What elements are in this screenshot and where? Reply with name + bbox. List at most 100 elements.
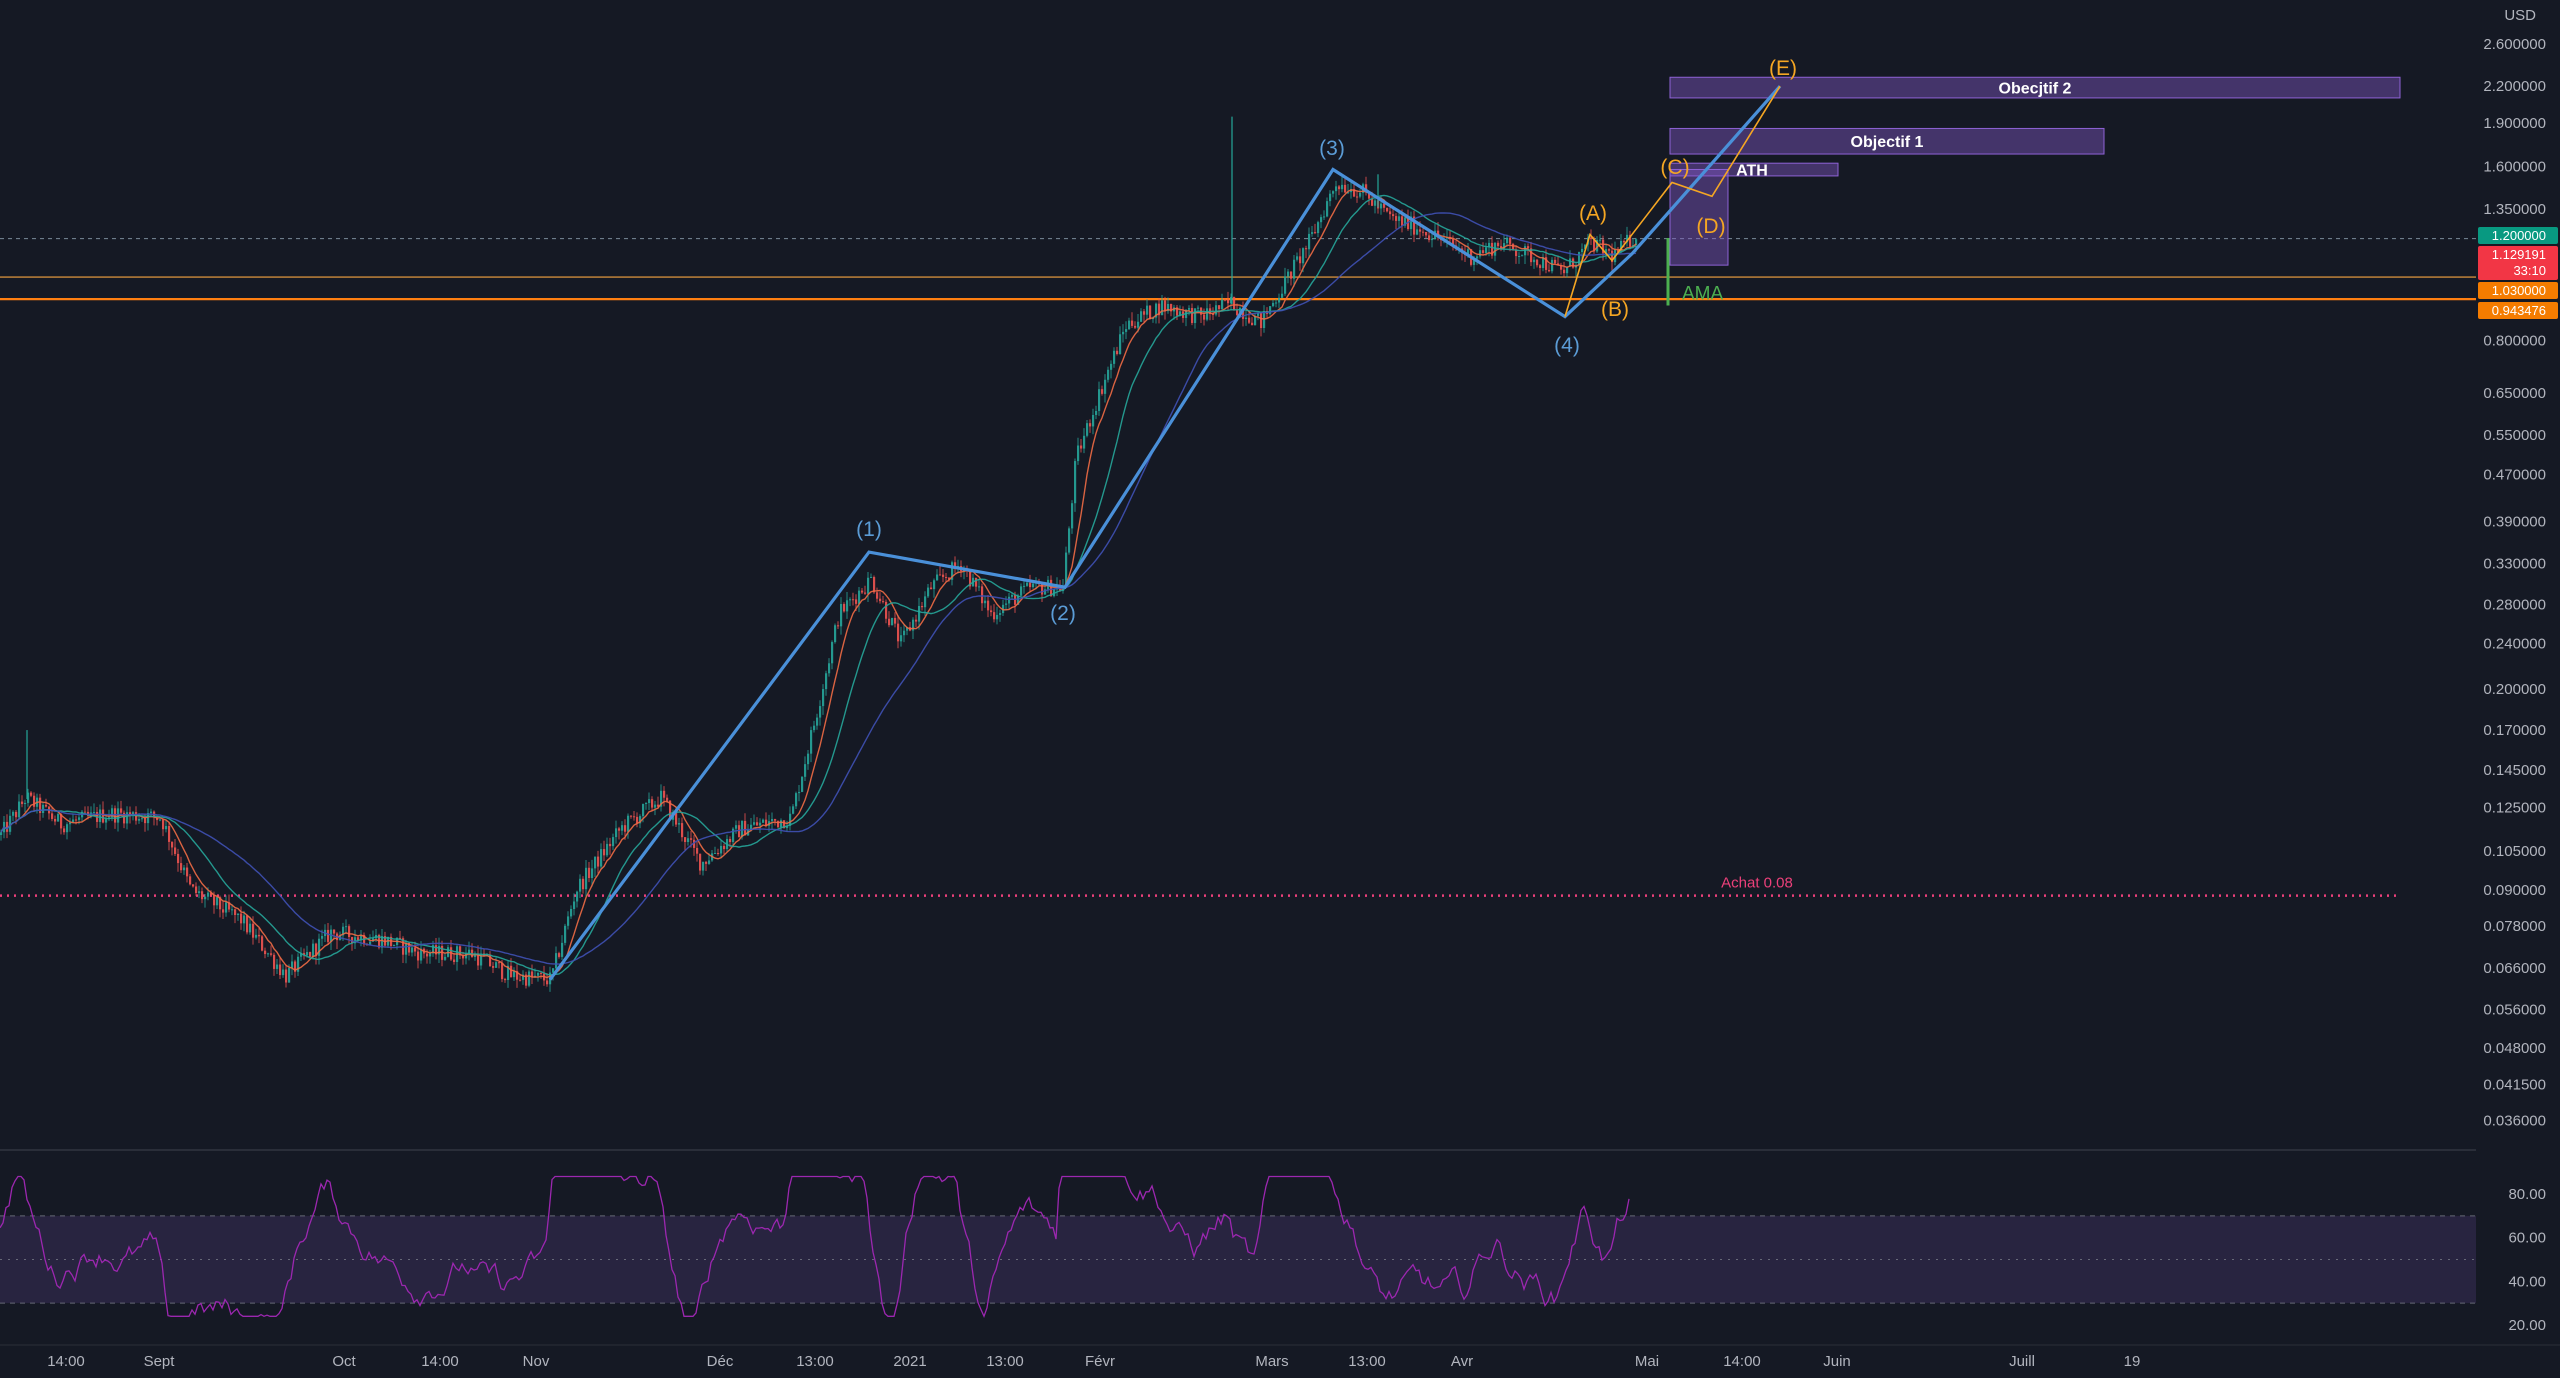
candle-body [786,825,789,829]
candle-body [906,627,909,631]
candle-body [687,838,690,843]
candle-body [1023,585,1026,587]
candle-body [1410,216,1413,230]
candle-body [807,753,810,765]
candle-body [894,617,897,624]
candle-body [591,868,594,878]
rsi-tick-3: 20.00 [2508,1317,2546,1334]
candle-body [120,808,123,813]
candle-body [1635,239,1638,246]
candle-body [279,964,282,976]
candle-body [1104,379,1107,394]
candle-body [24,802,27,805]
candle-body [1326,201,1329,217]
candle-body [144,818,147,824]
candle-body [183,867,186,871]
candle-body [315,943,318,956]
candle-body [39,797,42,813]
candle-body [936,574,939,581]
candle-body [384,936,387,946]
candle-body [1089,423,1092,427]
candle-body [432,945,435,954]
candle-body [480,953,483,966]
candle-body [522,974,525,980]
candle-body [414,947,417,952]
candle-body [78,817,81,820]
candle-body [411,947,414,953]
time-axis[interactable]: 14:00 Sept Oct 14:00 Nov Déc 13:00 2021 13:00 Fév… [0,1344,2560,1370]
price-tick-15: 0.170000 [2483,722,2546,739]
candle-body [69,822,72,825]
candle-body [1251,322,1254,326]
time-tick-15: Juin [1823,1353,1851,1370]
candle-body [12,811,15,816]
candle-body [30,792,33,796]
candle-body [351,937,354,944]
candle-body [1260,312,1263,329]
candle-body [168,826,171,842]
candle-body [1320,217,1323,223]
candle-body [1233,296,1236,311]
candle-body [1236,310,1239,315]
candle-body [627,815,630,832]
rsi-tick-2: 40.00 [2508,1273,2546,1290]
candle-body [978,586,981,588]
candle-body [459,946,462,956]
ama-label: AMA [1682,283,1724,304]
price-tag-countdown: 33:10 [2513,263,2546,278]
candle-body [756,822,759,826]
candle-body [27,792,30,803]
candle-body [1359,192,1362,197]
candle-body [933,580,936,590]
candle-body [1506,237,1509,244]
candle-body [150,811,153,814]
candle-body [1140,311,1143,322]
candle-body [1530,248,1533,263]
candle-body [1365,184,1368,193]
price-tag-2 [2478,282,2558,299]
wave-label-8: (E) [1769,57,1797,80]
candle-body [156,817,159,821]
candle-body [1017,595,1020,605]
time-tick-16: Juill [2009,1353,2035,1370]
candle-body [1281,293,1284,298]
candle-body [1065,552,1068,587]
candle-body [270,953,273,955]
candle-body [1353,189,1356,197]
price-tick-23: 0.048000 [2483,1040,2546,1057]
candle-body [1110,363,1113,370]
candle-body [1416,229,1419,235]
candle-body [1215,305,1218,315]
candle-body [1386,207,1389,212]
candle-body [648,799,651,804]
candle-body [804,764,807,777]
candle-body [624,825,627,832]
wave-label-5: (B) [1601,298,1629,321]
candle-body [1074,461,1077,504]
time-tick-7: 2021 [893,1353,926,1370]
candle-body [1581,248,1584,253]
candle-body [1395,216,1398,221]
candle-body [1221,299,1224,310]
price-tick-13: 0.240000 [2483,635,2546,652]
candle-body [240,913,243,924]
candle-body [243,915,246,924]
candle-body [609,843,612,847]
candle-body [1041,584,1044,595]
candle-body [1617,249,1620,253]
candle-body [678,823,681,825]
candle-body [738,825,741,838]
candle-body [783,820,786,829]
candle-body [498,962,501,964]
time-tick-1: Sept [144,1353,176,1370]
candle-body [102,809,105,823]
candle-body [468,949,471,954]
candle-body [741,820,744,838]
candle-body [507,965,510,981]
candle-body [1599,239,1602,241]
time-tick-3: 14:00 [421,1353,459,1370]
candle-body [345,926,348,928]
candle-body [1164,300,1167,312]
